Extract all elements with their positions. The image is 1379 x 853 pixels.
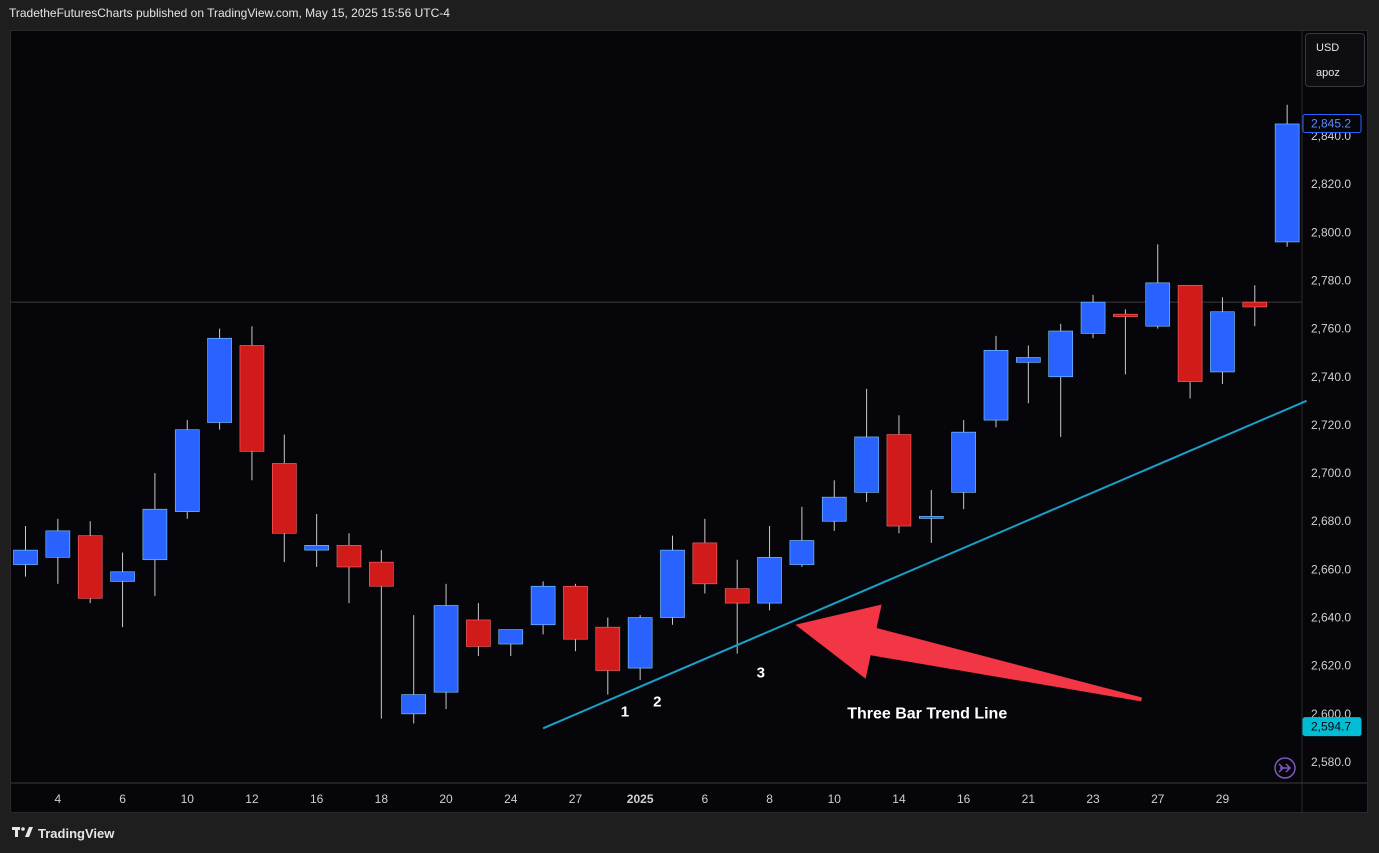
candle-body[interactable]: [13, 549, 38, 565]
time-tick-label: 6: [119, 792, 126, 806]
candle-body[interactable]: [369, 561, 394, 587]
candle-body[interactable]: [336, 545, 362, 568]
candle-body[interactable]: [563, 585, 588, 640]
trend-line[interactable]: [542, 399, 1307, 730]
annotation-bar-number[interactable]: 1: [621, 703, 629, 720]
candle-body[interactable]: [757, 557, 782, 604]
candle-body[interactable]: [1210, 311, 1235, 373]
candle-body[interactable]: [627, 617, 653, 669]
annotation-arrow[interactable]: [795, 604, 1142, 702]
candle-body[interactable]: [1080, 301, 1106, 334]
candle-body[interactable]: [918, 516, 944, 519]
candle-body[interactable]: [466, 619, 491, 647]
price-tick-label: 2,680.0: [1311, 514, 1351, 528]
chart-pane[interactable]: [10, 30, 1368, 813]
candle-body[interactable]: [433, 605, 459, 693]
low-price-tag: [1302, 717, 1362, 737]
candle-body[interactable]: [854, 436, 879, 493]
candle-body[interactable]: [401, 694, 427, 715]
candle-body[interactable]: [886, 434, 912, 527]
time-tick-label: 14: [892, 792, 906, 806]
time-tick-label: 27: [569, 792, 583, 806]
last-price-label: 2,845.2: [1311, 116, 1351, 130]
candle-body[interactable]: [304, 545, 329, 551]
price-tick-label: 2,720.0: [1311, 418, 1351, 432]
price-tick-label: 2,780.0: [1311, 273, 1351, 287]
price-tick-label: 2,760.0: [1311, 322, 1351, 336]
candle-body[interactable]: [1177, 284, 1203, 382]
candle-body[interactable]: [660, 549, 685, 618]
time-tick-label: 6: [702, 792, 709, 806]
price-tick-label: 2,820.0: [1311, 177, 1351, 191]
time-tick-label: 20: [439, 792, 453, 806]
time-tick-label: 10: [828, 792, 842, 806]
scroll-to-realtime-icon[interactable]: [1274, 757, 1296, 779]
tradingview-footer[interactable]: TradingView: [12, 826, 114, 841]
candle-body[interactable]: [271, 463, 297, 534]
price-tick-label: 2,740.0: [1311, 370, 1351, 384]
candle-body[interactable]: [77, 535, 103, 599]
tradingview-logo-icon: [12, 826, 34, 841]
time-tick-label: 10: [181, 792, 195, 806]
candle-body[interactable]: [1113, 313, 1138, 317]
time-tick-label: 12: [245, 792, 259, 806]
time-tick-label: 18: [375, 792, 389, 806]
annotation-bar-number[interactable]: 3: [757, 665, 765, 682]
currency-unit-selector[interactable]: USD apoz: [1305, 33, 1365, 87]
candle-body[interactable]: [724, 588, 750, 604]
time-tick-label: 21: [1022, 792, 1036, 806]
candle-body[interactable]: [207, 337, 232, 423]
candle-body[interactable]: [983, 349, 1009, 421]
time-tick-label: 4: [55, 792, 62, 806]
time-tick-label: 27: [1151, 792, 1165, 806]
candle-body[interactable]: [595, 626, 621, 671]
candle-body[interactable]: [45, 530, 71, 558]
time-tick-label: 23: [1086, 792, 1100, 806]
price-tick-label: 2,660.0: [1311, 562, 1351, 576]
time-tick-label: 16: [310, 792, 324, 806]
tradingview-brand: TradingView: [38, 826, 115, 841]
candle-body[interactable]: [1016, 357, 1041, 363]
candle-body[interactable]: [789, 540, 815, 565]
candle-body[interactable]: [1242, 301, 1268, 308]
annotation-title[interactable]: Three Bar Trend Line: [847, 706, 1007, 723]
currency-label: USD: [1316, 42, 1340, 54]
price-tick-label: 2,580.0: [1311, 755, 1351, 769]
price-tick-label: 2,800.0: [1311, 225, 1351, 239]
low-price-label: 2,594.7: [1311, 720, 1351, 734]
candle-body[interactable]: [142, 508, 168, 561]
published-line: TradetheFuturesCharts published on Tradi…: [9, 6, 450, 20]
candle-body[interactable]: [692, 542, 718, 585]
scroll-to-realtime-arrow-icon: [1278, 763, 1292, 773]
candle-body[interactable]: [110, 571, 135, 582]
candle-body[interactable]: [530, 585, 556, 626]
candle-body[interactable]: [1274, 123, 1300, 243]
candle-body[interactable]: [821, 496, 847, 522]
candle-body[interactable]: [951, 431, 976, 493]
price-tick-label: 2,700.0: [1311, 466, 1351, 480]
last-price-tag: [1302, 113, 1362, 133]
price-tick-label: 2,620.0: [1311, 659, 1351, 673]
time-tick-label: 29: [1216, 792, 1230, 806]
annotation-bar-number[interactable]: 2: [653, 694, 661, 711]
candle-body[interactable]: [239, 345, 265, 452]
price-tick-label: 2,640.0: [1311, 611, 1351, 625]
candle-body[interactable]: [498, 629, 524, 645]
time-tick-label: 8: [766, 792, 773, 806]
unit-label: apoz: [1316, 67, 1340, 79]
candle-body[interactable]: [1048, 330, 1073, 378]
candle-body[interactable]: [174, 429, 200, 512]
time-tick-label: 2025: [627, 792, 654, 806]
time-tick-label: 16: [957, 792, 971, 806]
candle-body[interactable]: [1145, 282, 1171, 327]
time-tick-label: 24: [504, 792, 518, 806]
